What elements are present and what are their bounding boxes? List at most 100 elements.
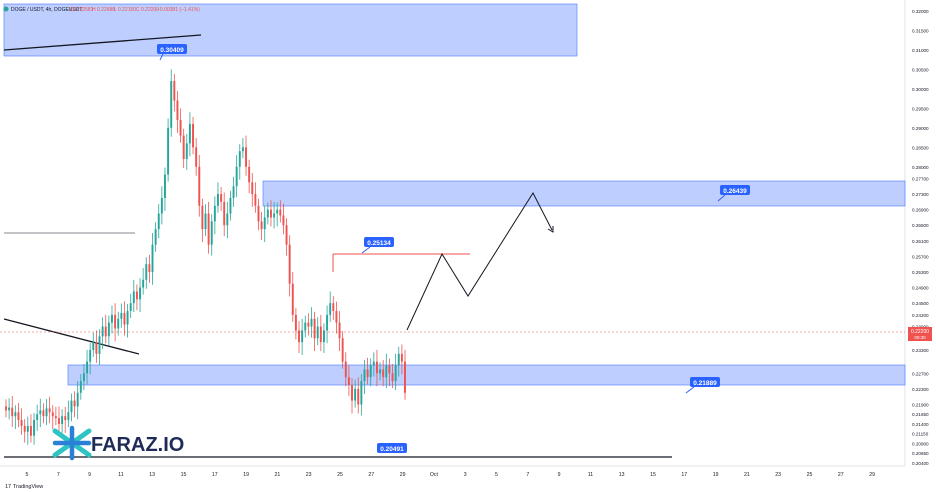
candle-100 [316,317,319,346]
candle-40 [129,293,132,318]
price-tick-4: 0.30000 [912,87,929,92]
candle-91 [288,235,291,297]
candle-0 [5,399,7,418]
time-tick-10: 25 [337,472,343,478]
projection-path [406,191,553,331]
candle-87 [276,202,279,227]
candle-85 [269,200,272,227]
candle-62 [198,155,201,217]
time-tick-11: 27 [368,472,374,478]
time-tick-20: 15 [650,472,656,478]
candle-15 [51,405,54,430]
price-tick-24: 0.21900 [912,402,929,407]
level-label-3: 0.21889 [685,377,720,394]
price-tick-0: 0.32000 [912,9,929,14]
symbol-legend: DOGE / USDT, 4h, DOGEUSDT O 0.22581 H 0.… [3,6,200,13]
candle-92 [291,271,294,322]
candle-74 [235,155,238,198]
candle-5 [20,408,23,435]
candle-112 [354,379,357,408]
candle-69 [220,187,223,211]
candle-89 [282,203,285,235]
candle-18 [61,409,64,435]
candle-123 [388,358,391,387]
time-tick-9: 23 [306,472,312,478]
time-tick-24: 23 [775,472,781,478]
price-tick-7: 0.28500 [912,145,929,150]
candle-101 [319,314,322,352]
candle-58 [185,134,188,170]
time-tick-22: 19 [713,472,719,478]
candle-66 [210,214,213,256]
price-tick-15: 0.25300 [912,270,929,275]
candle-38 [123,301,126,336]
price-tick-6: 0.29000 [912,126,929,131]
time-tick-5: 15 [181,472,187,478]
time-tick-26: 27 [838,472,844,478]
candle-115 [363,360,366,394]
candle-126 [397,346,400,377]
candle-26 [86,349,89,385]
candle-46 [148,254,151,283]
price-tick-30: 0.20400 [912,461,929,466]
time-tick-14: 3 [464,472,467,478]
candle-17 [58,406,60,433]
candle-128 [404,349,406,400]
candle-113 [357,377,360,414]
candle-53 [170,69,173,137]
candle-97 [307,313,310,336]
candle-105 [332,296,335,320]
candle-6 [23,418,26,443]
price-tick-12: 0.26500 [912,223,929,228]
price-tick-16: 0.24900 [912,286,929,291]
candle-72 [229,190,232,221]
time-tick-23: 21 [744,472,750,478]
candle-47 [151,233,154,285]
level-label-0: 0.30409 [157,44,187,61]
price-tick-14: 0.25700 [912,254,929,259]
candle-99 [313,311,316,352]
time-tick-3: 11 [118,472,123,478]
candle-28 [92,332,95,357]
time-tick-16: 7 [526,472,529,478]
svg-text:−0.00381 (−1.41%): −0.00381 (−1.41%) [157,7,200,13]
time-axis[interactable]: 5 7 9 11 13 15 17 19 21 23 25 27 29 Oct 3 5 7 9 11 13 15 17 19… [26,472,876,478]
candle-78 [248,159,251,194]
candle-55 [176,91,179,133]
candle-48 [154,222,157,252]
candle-68 [217,182,219,213]
candle-124 [391,363,394,389]
price-tick-25: 0.21650 [912,412,929,417]
candle-20 [67,400,70,428]
time-tick-15: 5 [495,472,498,478]
candle-107 [338,310,341,352]
candle-109 [344,352,347,387]
candle-31 [101,317,104,350]
candle-65 [207,201,210,254]
candle-111 [351,377,353,414]
candle-9 [33,413,36,445]
svg-text:0.20491: 0.20491 [380,446,404,453]
candle-45 [145,257,148,289]
candle-57 [182,128,185,168]
candle-12 [42,403,45,424]
svg-text:DOGE / USDT, 4h, DOGEUSDT: DOGE / USDT, 4h, DOGEUSDT [11,7,82,13]
candle-96 [304,315,307,338]
candle-59 [188,112,191,157]
candle-127 [400,344,403,375]
candle-33 [107,315,110,346]
svg-text:TradingView: TradingView [13,484,43,490]
time-tick-21: 17 [681,472,687,478]
projection-arrowhead [547,226,554,233]
candle-1 [8,398,11,420]
price-tick-9: 0.27700 [912,176,929,181]
candle-102 [322,323,325,354]
candle-119 [375,349,378,387]
time-tick-8: 21 [275,472,281,478]
candle-82 [260,211,263,241]
candle-120 [379,362,382,381]
candle-14 [48,396,51,424]
candle-30 [98,329,101,365]
time-tick-6: 17 [212,472,218,478]
